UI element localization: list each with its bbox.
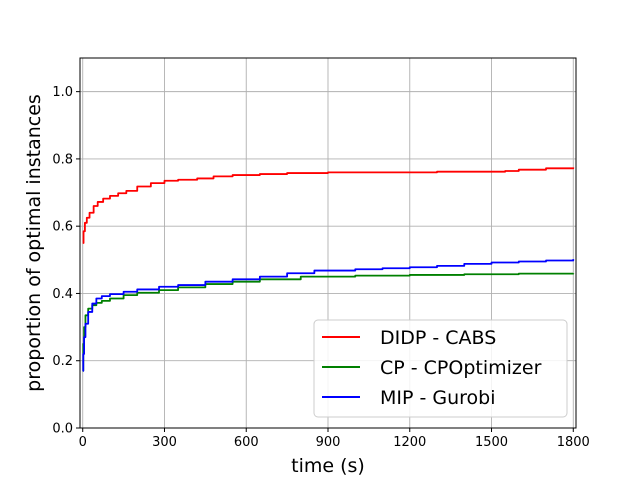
x-tick-label: 900 bbox=[316, 435, 341, 450]
y-tick-label: 0.4 bbox=[52, 287, 73, 302]
legend: DIDP - CABS CP - CPOptimizer MIP - Gurobi bbox=[313, 319, 568, 418]
x-tick-label: 1800 bbox=[557, 435, 590, 450]
x-axis-label: time (s) bbox=[291, 455, 365, 477]
y-tick-label: 1.0 bbox=[52, 85, 73, 100]
legend-label-1: CP - CPOptimizer bbox=[380, 357, 542, 379]
x-tick-label: 300 bbox=[152, 435, 177, 450]
series-line-0 bbox=[82, 167, 575, 244]
y-tick-label: 0.2 bbox=[52, 354, 73, 369]
legend-label-0: DIDP - CABS bbox=[380, 327, 496, 349]
plot-area bbox=[82, 167, 575, 372]
y-tick-label: 0.0 bbox=[52, 422, 73, 437]
x-tick-label: 0 bbox=[79, 435, 87, 450]
ticks: 0 300 600 900 1200 1500 1800 0.0 0.2 0.4 0.6 0.8 1.0 bbox=[52, 85, 590, 450]
y-axis-label: proportion of optimal instances bbox=[23, 94, 45, 392]
x-tick-label: 600 bbox=[234, 435, 259, 450]
x-tick-label: 1200 bbox=[393, 435, 426, 450]
y-tick-label: 0.8 bbox=[52, 152, 73, 167]
legend-label-2: MIP - Gurobi bbox=[380, 387, 496, 409]
x-tick-label: 1500 bbox=[475, 435, 508, 450]
series-line-2 bbox=[82, 259, 575, 372]
legend-box bbox=[313, 319, 568, 418]
grid bbox=[80, 58, 576, 429]
y-tick-label: 0.6 bbox=[52, 220, 73, 235]
